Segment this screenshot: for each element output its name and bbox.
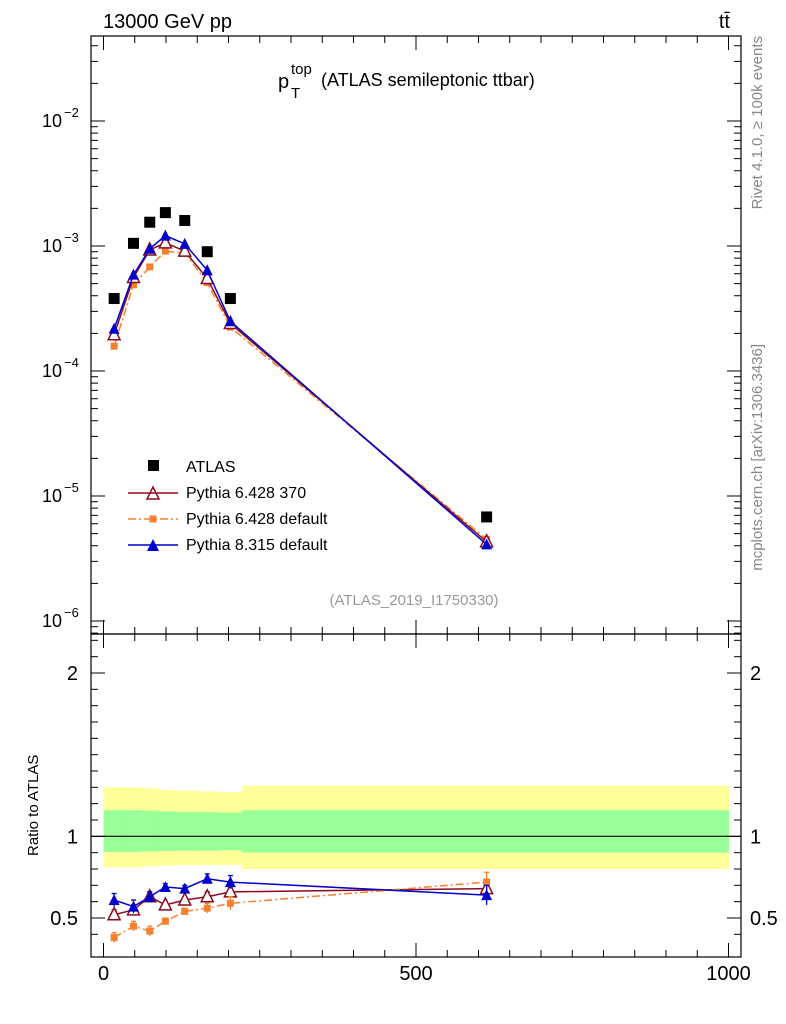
main-point-pythia6_370 xyxy=(106,326,122,341)
ratio-y-tick-label-right: 2 xyxy=(750,663,761,685)
ratio-band-inner xyxy=(242,810,729,853)
legend-marker-pythia6-370 xyxy=(145,485,161,500)
ratio-point-pythia6_default xyxy=(161,917,169,925)
main-panel: 10−610−510−410−310−2 p T top (ATLAS semi… xyxy=(42,35,742,635)
rivet-version-label: Rivet 4.1.0, ≥ 100k events xyxy=(749,36,766,209)
plot-title-sub: T xyxy=(291,85,300,102)
ratio-point-pythia6_370 xyxy=(106,906,122,921)
collision-label: 13000 GeV pp xyxy=(103,11,232,33)
ratio-point-pythia6_default xyxy=(181,907,189,915)
main-y-tick-label: 10 xyxy=(42,236,62,256)
main-point-atlas xyxy=(481,511,493,523)
plot-title-sup: top xyxy=(291,61,312,78)
main-y-tick-exponent: −6 xyxy=(64,605,79,620)
ratio-point-pythia6_default xyxy=(130,922,137,930)
mcplots-label: mcplots.cern.ch [arXiv:1306.3436] xyxy=(749,344,766,571)
legend-label-pythia8: Pythia 8.315 default xyxy=(186,537,328,554)
main-y-tick-label: 10 xyxy=(42,486,62,506)
ratio-point-pythia8 xyxy=(224,876,236,888)
ratio-y-tick-label: 2 xyxy=(67,663,78,685)
legend: ATLAS Pythia 6.428 370 Pythia 6.428 defa… xyxy=(128,459,328,554)
ratio-band-inner xyxy=(141,810,159,852)
ratio-y-tick-label-right: 1 xyxy=(750,826,761,848)
main-point-pythia6_default xyxy=(130,281,137,289)
plot-title-main: p xyxy=(278,71,289,93)
main-point-pythia6_370 xyxy=(158,234,173,249)
ratio-point-pythia6_370 xyxy=(158,896,173,911)
ratio-x-tick-label: 0 xyxy=(98,963,109,985)
main-point-pythia6_default xyxy=(146,263,154,271)
ratio-point-pythia8 xyxy=(128,900,139,912)
legend-marker-pythia8 xyxy=(147,539,159,551)
ratio-point-pythia6_370 xyxy=(177,891,192,906)
main-point-atlas xyxy=(108,293,120,305)
ratio-ylabel: Ratio to ATLAS xyxy=(25,755,42,856)
main-y-tick-label: 10 xyxy=(42,111,62,131)
main-y-tick-exponent: −4 xyxy=(64,355,79,370)
main-point-pythia6_default xyxy=(110,342,118,350)
ratio-series-line-pythia8 xyxy=(113,878,487,908)
main-point-pythia6_370 xyxy=(177,242,192,257)
ratio-panel: 0.5 0.5 1 1 2 2 0 500 1000 Ratio to ATLAS xyxy=(25,633,778,985)
legend-label-atlas: ATLAS xyxy=(186,459,236,476)
ratio-band-inner xyxy=(125,810,142,852)
ratio-band-inner xyxy=(157,811,174,852)
ratio-point-pythia8 xyxy=(108,894,120,906)
main-point-pythia8 xyxy=(201,264,213,276)
main-y-tick-label: 10 xyxy=(42,611,62,631)
plot-title: p xyxy=(278,71,289,93)
main-y-tick-exponent: −2 xyxy=(64,105,79,120)
ratio-band-inner xyxy=(173,811,197,851)
main-point-pythia8 xyxy=(159,229,171,241)
legend-label-pythia6-370: Pythia 6.428 370 xyxy=(186,485,306,502)
ratio-band-inner xyxy=(219,812,243,851)
ratio-point-pythia8 xyxy=(144,890,156,902)
ratio-y-tick-label-right: 0.5 xyxy=(750,908,778,930)
main-point-atlas xyxy=(144,216,156,228)
main-point-pythia8 xyxy=(128,268,139,280)
legend-marker-atlas xyxy=(148,460,159,471)
main-point-pythia6_default xyxy=(161,247,169,255)
main-y-tick-label: 10 xyxy=(42,361,62,381)
main-point-pythia8 xyxy=(108,322,120,334)
ratio-point-pythia8 xyxy=(179,882,191,894)
main-point-atlas xyxy=(159,207,171,219)
legend-label-pythia6-default: Pythia 6.428 default xyxy=(186,511,328,528)
main-point-pythia8 xyxy=(481,538,493,550)
plot-title-rest: (ATLAS semileptonic ttbar) xyxy=(321,70,535,90)
main-point-atlas xyxy=(224,293,236,305)
main-point-pythia8 xyxy=(179,237,191,249)
ratio-x-tick-label: 500 xyxy=(399,963,432,985)
ratio-point-pythia6_default xyxy=(110,934,118,942)
ratio-x-tick-label: 1000 xyxy=(706,963,751,985)
ratio-series-line-pythia6_default xyxy=(113,881,487,939)
ratio-point-pythia6_default xyxy=(203,904,211,912)
ratio-point-pythia6_default xyxy=(146,927,154,935)
ratio-point-pythia6_default xyxy=(483,878,491,886)
ratio-point-pythia8 xyxy=(481,889,493,901)
main-point-atlas xyxy=(201,246,213,258)
ratio-point-pythia6_370 xyxy=(200,888,215,903)
main-y-tick-exponent: −5 xyxy=(64,480,79,495)
ratio-y-tick-label: 0.5 xyxy=(50,908,78,930)
main-point-pythia8 xyxy=(224,315,236,327)
legend-marker-pythia6-default xyxy=(149,515,157,523)
ratio-point-pythia8 xyxy=(159,880,171,892)
main-point-atlas xyxy=(179,214,191,226)
ratio-band-inner xyxy=(103,810,126,852)
ratio-point-pythia6_default xyxy=(226,899,234,907)
ratio-band-inner xyxy=(196,812,220,851)
ratio-point-pythia8 xyxy=(201,872,213,884)
main-y-tick-exponent: −3 xyxy=(64,230,79,245)
main-point-pythia8 xyxy=(144,242,156,254)
main-point-atlas xyxy=(128,237,139,249)
main-series-line-pythia8 xyxy=(113,234,488,545)
main-series-line-pythia6_370 xyxy=(113,242,488,543)
process-label: tt̄ xyxy=(719,11,731,33)
analysis-label: (ATLAS_2019_I1750330) xyxy=(329,592,498,609)
ratio-y-tick-label: 1 xyxy=(67,826,78,848)
